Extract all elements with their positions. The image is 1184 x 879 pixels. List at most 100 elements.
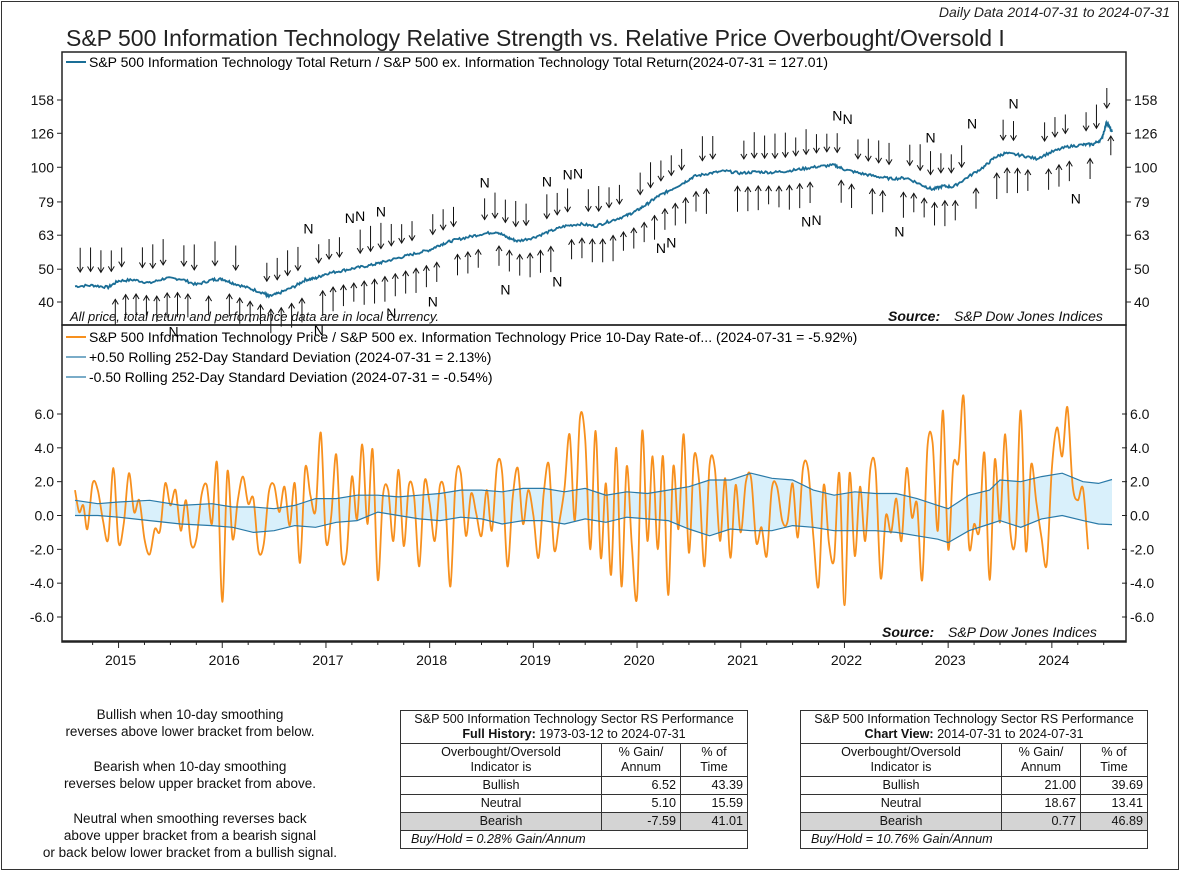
row-time: 39.69 [1080,776,1148,795]
buy-arrow-head [848,183,855,190]
buy-arrow-head [360,280,368,287]
row-label: Neutral [400,794,602,813]
buy-arrow-head [298,297,306,304]
table-subtitle: 1973-03-12 to 2024-07-31 [535,727,686,741]
sell-arrow-head [263,275,271,283]
neutral-marker-icon: N [314,322,324,338]
sell-arrow-head [450,221,457,228]
explain-neutral-line1: Neutral when smoothing reverses back [73,811,307,826]
buy-arrow-head [1065,160,1073,167]
buy-arrow-head [277,306,285,314]
y-tick-label: 2.0 [1130,474,1150,490]
neutral-marker-icon: N [656,240,666,256]
y-tick-label: 126 [31,125,55,141]
chart-title: S&P 500 Information Technology Relative … [66,25,1005,51]
y-tick-label: 40 [1134,294,1150,310]
buy-arrow-head [132,293,140,300]
y-tick-label: 79 [38,194,54,210]
table-title-text: S&P 500 Information Technology Sector RS… [414,712,734,726]
buy-arrow-head [1055,163,1063,171]
buy-arrow-head [495,245,503,252]
sell-arrow-head [678,164,686,171]
buy-arrow-head [225,293,233,300]
table-subtitle-bold: Full History: [462,727,536,741]
explain-neutral: Neutral when smoothing reverses back abov… [30,810,350,861]
sell-arrow-head [605,202,613,209]
buy-arrow-head [806,181,814,188]
bottom-source-text: S&P Dow Jones Indices [948,624,1097,640]
sell-arrow-head [823,146,831,153]
x-tick-label: 2015 [105,652,136,668]
y-tick-label: 63 [1134,227,1150,243]
legend-label-lower-band: -0.50 Rolling 252-Day Standard Deviation… [89,369,493,385]
row-gain: -7.59 [601,812,681,831]
y-tick-label: 4.0 [35,440,55,456]
table-subtitle: 2014-07-31 to 2024-07-31 [933,727,1084,741]
sell-arrow-head [564,206,572,213]
buy-arrow-head [702,187,710,194]
neutral-marker-icon: N [542,174,552,190]
buy-arrow-head [682,196,690,204]
sell-arrow-head [481,214,489,221]
x-tick-label: 2016 [209,652,240,668]
buy-arrow-head [246,300,254,307]
explain-neutral-line3: or back below lower bracket from a bulli… [42,845,338,860]
buy-arrow-head [619,230,627,238]
table-title: S&P 500 Information Technology Sector RS… [800,710,1148,744]
buy-arrow-head [1086,157,1094,164]
sell-arrow-head [792,150,800,157]
sell-arrow-head [771,152,779,160]
buy-arrow-head [951,199,959,206]
col-header-text: Indicator is [870,760,932,774]
y-tick-label: -4.0 [30,575,54,591]
y-tick-label: 4.0 [1130,440,1150,456]
neutral-marker-icon: N [843,111,853,127]
sell-arrow-head [636,189,644,196]
sell-arrow-head [584,205,592,213]
sell-arrow-head [781,151,789,159]
table-row-neutral: Neutral 18.67 13.41 [800,794,1148,813]
col-header-text: Time [1100,760,1128,774]
neutral-marker-icon: N [811,212,821,228]
buy-arrow-head [288,302,296,309]
buy-arrow-head [1024,168,1032,176]
y-tick-label: -6.0 [1130,609,1154,625]
sell-arrow-head [937,167,945,174]
sell-arrow-head [854,153,862,160]
perf-table-chart-view: S&P 500 Information Technology Sector RS… [800,710,1148,849]
row-time: 41.01 [680,812,748,831]
neutral-marker-icon: N [386,305,396,321]
neutral-marker-icon: N [428,293,438,309]
buy-arrow-head [651,214,658,221]
buy-arrow-head [319,289,327,297]
buy-arrow-head [526,252,534,259]
sell-arrow-head [491,212,499,220]
sell-arrow-head [916,164,924,172]
y-tick-label: 0.0 [1130,508,1150,524]
roc-series-line [74,394,1089,607]
top-source-label: Source: [888,308,940,324]
perf-table-full-history: S&P 500 Information Technology Sector RS… [400,710,748,849]
y-tick-label: 126 [1134,125,1158,141]
legend-label-rs: S&P 500 Information Technology Total Ret… [89,54,828,70]
y-tick-label: 79 [1134,194,1150,210]
sell-arrow-head [76,266,84,274]
y-tick-label: 63 [38,227,54,243]
sell-arrow-head [336,251,343,259]
neutral-marker-icon: N [967,115,977,131]
x-tick-label: 2019 [520,652,551,668]
buy-arrow-head [879,189,887,197]
x-tick-label: 2021 [727,652,758,668]
row-gain: 6.52 [601,776,681,795]
row-label: Bearish [400,812,602,831]
sell-arrow-head [149,262,157,270]
buy-arrow-head [381,275,389,282]
sell-arrow-head [1051,131,1059,138]
y-tick-label: 0.0 [35,508,55,524]
sell-arrow-head [232,264,240,271]
table-footer: Buy/Hold = 0.28% Gain/Annum [400,830,748,849]
col-header-text: % Gain/ [1018,745,1064,759]
row-label: Bullish [400,776,602,795]
y-tick-label: -6.0 [30,609,54,625]
